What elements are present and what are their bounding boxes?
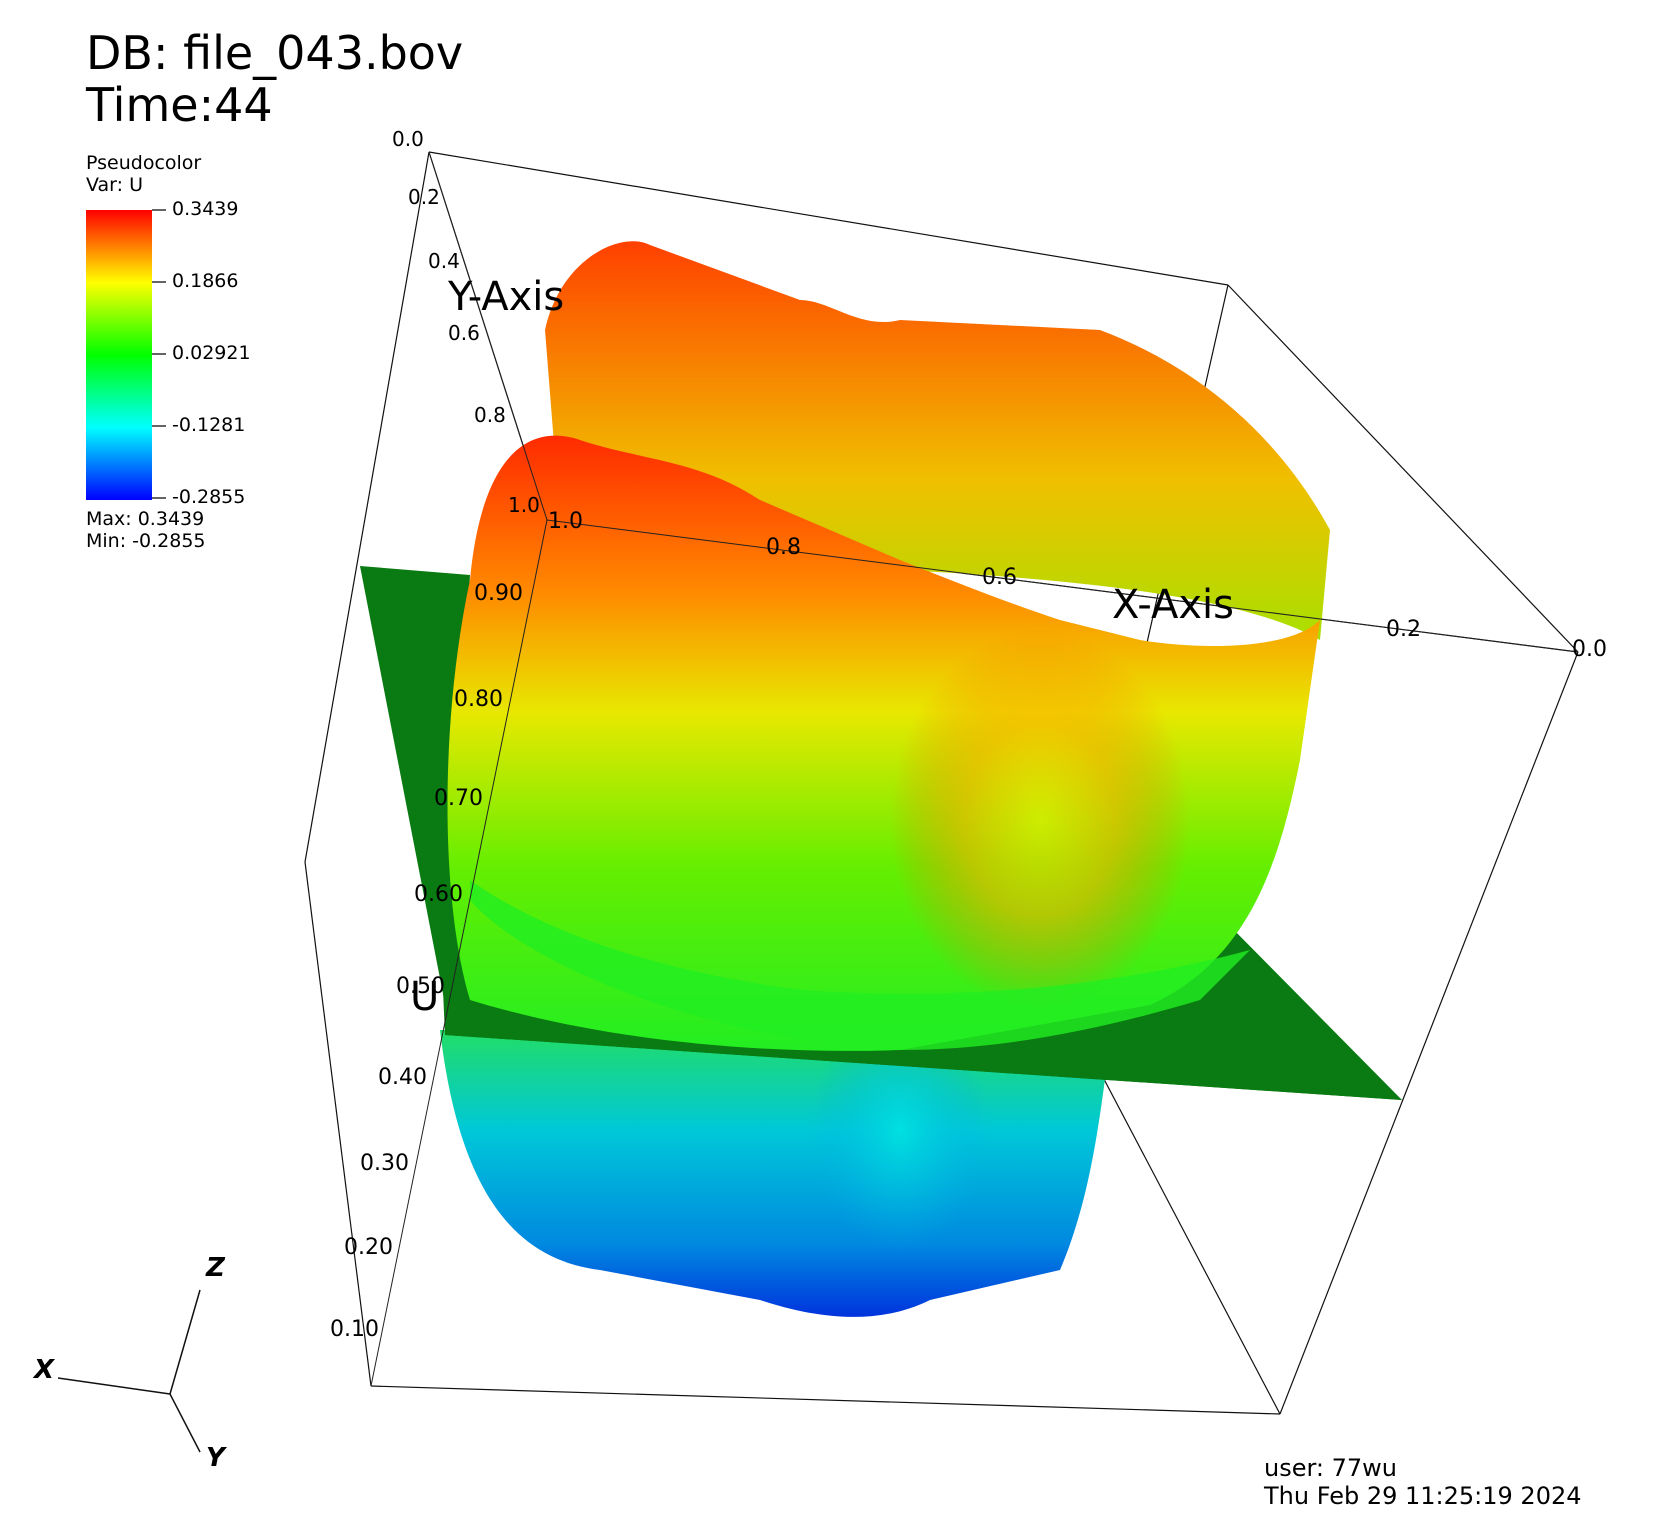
y-tick-label: 0.6 <box>448 321 480 345</box>
x-axis-title: X-Axis <box>1112 582 1234 628</box>
surface-green-base <box>470 880 1250 1050</box>
legend-tick: 0.1866 <box>172 270 239 292</box>
legend-tick: -0.1281 <box>172 414 246 436</box>
legend-tick-min: -0.2855 <box>172 486 246 508</box>
z-tick-label: 0.40 <box>378 1065 427 1090</box>
database-title: DB: file_043.bov <box>86 26 464 80</box>
z-tick-label: 0.80 <box>454 687 503 712</box>
x-tick-label: 0.8 <box>766 535 801 560</box>
triad-z-label: Z <box>205 1253 226 1283</box>
orientation-triad <box>57 1289 201 1453</box>
x-tick-label: 0.6 <box>982 565 1017 590</box>
y-tick-label: 1.0 <box>508 493 540 517</box>
time-label: Time:44 <box>86 78 273 132</box>
axis-ticks <box>370 151 1579 1387</box>
triad-x-label: X <box>32 1355 56 1385</box>
y-tick-label: 0.8 <box>474 403 506 427</box>
triad-y-label: Y <box>206 1443 228 1473</box>
legend-max: Max: 0.3439 <box>86 508 205 530</box>
surface-yellow-bump <box>890 630 1190 1010</box>
surface-cyan-valley <box>810 1010 990 1250</box>
z-tick-label: 0.90 <box>474 581 523 606</box>
y-axis-title: Y-Axis <box>447 274 564 320</box>
x-tick-label: 1.0 <box>548 509 583 534</box>
legend-variable: Var: U <box>86 174 143 196</box>
footer-user: user: 77wu <box>1264 1454 1398 1482</box>
z-axis-title: U <box>410 974 439 1020</box>
y-tick-label: 0.4 <box>428 249 460 273</box>
y-tick-label: 0.2 <box>408 185 440 209</box>
z-tick-label: 0.30 <box>360 1151 409 1176</box>
x-tick-label: 0.2 <box>1386 617 1421 642</box>
legend-color-bar <box>86 210 152 500</box>
footer-date: Thu Feb 29 11:25:19 2024 <box>1264 1482 1582 1510</box>
legend-tick: 0.02921 <box>172 342 251 364</box>
z-tick-label: 0.60 <box>414 882 463 907</box>
x-tick-label: 0.0 <box>1572 637 1607 662</box>
legend-plot-type: Pseudocolor <box>86 152 202 174</box>
z-tick-label: 0.50 <box>396 974 445 999</box>
z-tick-label: 0.10 <box>330 1317 379 1342</box>
legend-tick-max: 0.3439 <box>172 198 239 220</box>
z-tick-label: 0.70 <box>434 786 483 811</box>
z-tick-label: 0.20 <box>344 1235 393 1260</box>
y-tick-label: 0.0 <box>392 127 424 151</box>
legend-min: Min: -0.2855 <box>86 530 206 552</box>
